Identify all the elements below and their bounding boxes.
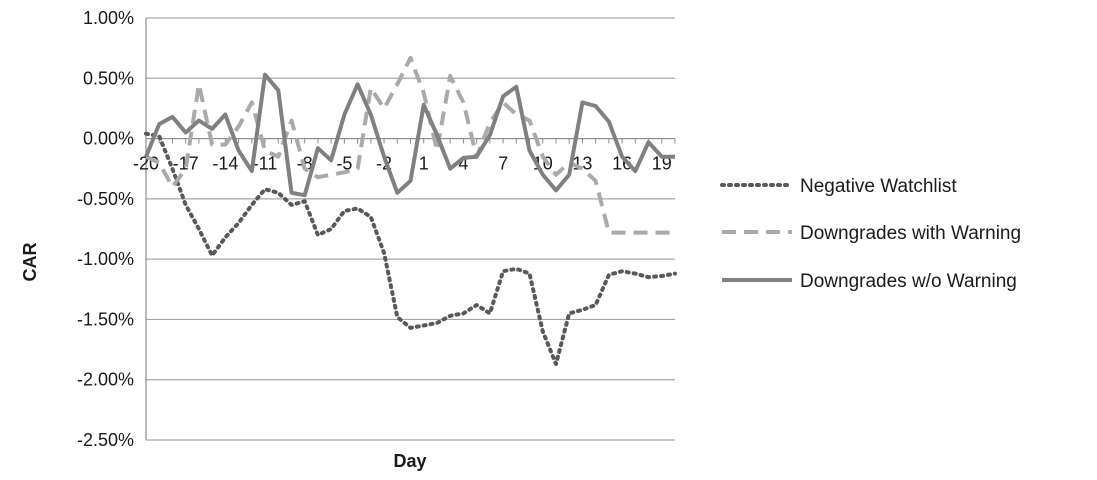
y-tick-label: 0.00% — [83, 129, 134, 149]
series-line-2 — [145, 55, 675, 235]
gridlines — [146, 17, 675, 441]
y-axis-title: CAR — [20, 243, 40, 282]
y-tick-label: -0.50% — [77, 189, 134, 209]
y-tick-label: -1.00% — [77, 249, 134, 269]
y-tick-label: -1.50% — [77, 309, 134, 329]
y-tick-label: 1.00% — [83, 8, 134, 28]
x-tick-label: 16 — [612, 154, 632, 174]
y-tick-label: -2.50% — [77, 430, 134, 450]
x-tick-label: 1 — [419, 154, 429, 174]
y-tick-label: 0.50% — [83, 68, 134, 88]
x-tick-label: -11 — [253, 154, 278, 174]
y-axis: 1.00% 0.50% 0.00% -0.50% -1.00% -1.50% -2.00% -… — [77, 8, 147, 450]
series-line-3 — [144, 72, 675, 198]
legend-label-3: Downgrades w/o Warning — [800, 271, 1017, 292]
x-axis-title: Day — [393, 451, 426, 471]
legend: Negative Watchlist Downgrades with Warnin… — [720, 176, 1021, 292]
x-tick-label: 7 — [498, 154, 508, 174]
x-tick-label: -14 — [212, 154, 238, 174]
x-tick-label: 4 — [458, 154, 468, 174]
y-tick-label: -2.00% — [77, 370, 134, 390]
series-line-1 — [144, 131, 677, 366]
series-layer — [144, 55, 677, 366]
x-axis: -20 -17 -14 -11 -8 -5 -2 1 4 7 10 13 16 19 — [133, 137, 676, 174]
x-tick-label: -5 — [336, 154, 352, 174]
legend-label-2: Downgrades with Warning — [800, 223, 1021, 244]
legend-label-1: Negative Watchlist — [800, 176, 957, 197]
